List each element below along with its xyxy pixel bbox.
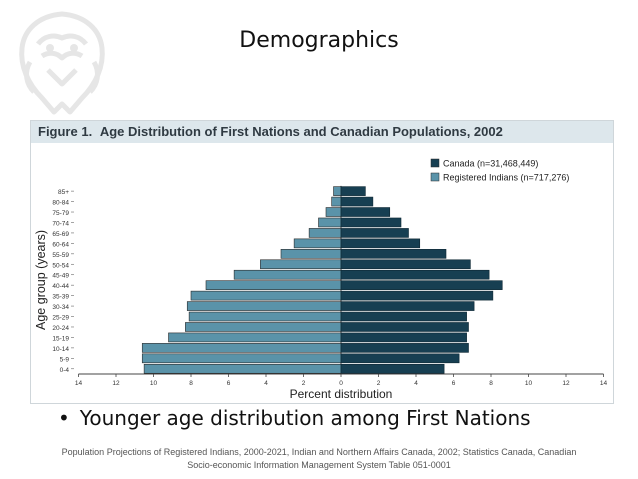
- bar-canada-45-49: [340, 269, 490, 280]
- bar-canada-5-9: [340, 353, 460, 364]
- thunderbird-emblem-icon: [19, 11, 105, 115]
- slide-title: Demographics: [239, 28, 399, 53]
- bar-canada-0-4: [340, 363, 445, 374]
- y-tick-label: 35-39: [52, 294, 69, 301]
- bar-canada-50-54: [340, 259, 471, 270]
- figure-label: Figure 1.: [38, 124, 93, 139]
- y-tick-label: 5-9: [60, 356, 70, 363]
- x-tick-label: 10: [150, 380, 158, 387]
- y-tick-label: 15-19: [52, 335, 69, 342]
- bar-canada-70-74: [340, 217, 402, 228]
- bar-registered-indians-30-34: [186, 301, 342, 311]
- bar-registered-indians-0-4: [143, 363, 342, 374]
- y-tick-label: 10-14: [52, 346, 69, 353]
- y-tick-label: 75-79: [52, 210, 69, 217]
- figure-panel: Figure 1. Age Distribution of First Nati…: [30, 120, 614, 404]
- y-tick-label: 20-24: [52, 325, 69, 332]
- x-axis-label: Percent distribution: [290, 387, 393, 401]
- bar-canada-80-84: [340, 196, 374, 207]
- y-tick-label: 65-69: [52, 231, 69, 238]
- x-tick-label: 14: [600, 380, 608, 387]
- y-tick-label: 55-59: [52, 252, 69, 259]
- y-tick-label: 60-64: [52, 241, 69, 248]
- bar-canada-75-79: [340, 207, 391, 217]
- bar-registered-indians-35-39: [190, 290, 342, 301]
- x-tick-label: 6: [452, 380, 456, 387]
- population-pyramid-chart: 0-4 5-9 10-14 15-19 20-24 25-29 30-34 35-39 40-4…: [34, 158, 608, 402]
- bar-registered-indians-80-84: [331, 196, 342, 207]
- bar-canada-65-69: [340, 228, 409, 238]
- bar-registered-indians-10-14: [141, 343, 342, 353]
- x-tick-label: 6: [227, 380, 231, 387]
- bar-registered-indians-5-9: [141, 353, 342, 364]
- source-line-2: Socio-economic Information Management Sy…: [187, 460, 451, 470]
- x-tick-label: 12: [112, 380, 120, 387]
- bar-registered-indians-40-44: [205, 280, 342, 290]
- y-tick-label: 80-84: [52, 200, 69, 207]
- bar-canada-35-39: [340, 290, 494, 301]
- legend-swatch: [430, 172, 440, 182]
- legend-entry: Canada (n=31,468,449): [443, 159, 538, 169]
- x-tick-label: 0: [339, 380, 343, 387]
- bar-canada-85+: [340, 186, 366, 196]
- bar-canada-10-14: [340, 343, 469, 353]
- y-tick-label: 30-34: [52, 304, 69, 311]
- figure-title: Figure 1. Age Distribution of First Nati…: [38, 124, 503, 139]
- bar-registered-indians-70-74: [318, 217, 342, 228]
- bar-registered-indians-85+: [333, 186, 342, 196]
- y-tick-label: 50-54: [52, 262, 69, 269]
- x-tick-label: 2: [302, 380, 306, 387]
- bar-canada-25-29: [340, 311, 467, 322]
- bar-canada-15-19: [340, 332, 467, 343]
- bar-registered-indians-15-19: [168, 332, 342, 343]
- x-tick-label: 10: [525, 380, 533, 387]
- bar-canada-20-24: [340, 322, 469, 332]
- bullet-text: Younger age distribution among First Nat…: [79, 406, 531, 430]
- bar-canada-60-64: [340, 238, 421, 249]
- bar-registered-indians-75-79: [325, 207, 342, 217]
- x-tick-label: 12: [562, 380, 570, 387]
- x-tick-label: 14: [75, 380, 83, 387]
- y-axis-label: Age group (years): [34, 230, 48, 330]
- legend-entry: Registered Indians (n=717,276): [443, 173, 569, 183]
- bar-registered-indians-25-29: [188, 311, 342, 322]
- bar-registered-indians-60-64: [293, 238, 342, 249]
- y-tick-label: 45-49: [52, 273, 69, 280]
- x-tick-label: 8: [489, 380, 493, 387]
- y-tick-label: 40-44: [52, 283, 69, 290]
- x-tick-label: 2: [377, 380, 381, 387]
- bar-registered-indians-55-59: [280, 249, 342, 259]
- x-tick-label: 4: [414, 380, 418, 387]
- figure-header: Figure 1. Age Distribution of First Nati…: [31, 121, 613, 143]
- bar-registered-indians-45-49: [233, 269, 342, 280]
- y-tick-label: 85+: [58, 189, 69, 196]
- bar-registered-indians-20-24: [185, 322, 342, 332]
- bar-canada-30-34: [340, 301, 475, 311]
- bar-registered-indians-65-69: [308, 228, 342, 238]
- bar-canada-55-59: [340, 249, 447, 259]
- y-tick-label: 25-29: [52, 315, 69, 322]
- x-tick-label: 8: [189, 380, 193, 387]
- y-tick-label: 0-4: [60, 367, 70, 374]
- source-line-1: Population Projections of Registered Ind…: [61, 447, 577, 457]
- bar-registered-indians-50-54: [260, 259, 342, 270]
- figure-title-text: Age Distribution of First Nations and Ca…: [99, 124, 503, 139]
- y-tick-label: 70-74: [52, 220, 69, 227]
- legend-swatch: [430, 158, 440, 168]
- bar-canada-40-44: [340, 280, 503, 290]
- x-tick-label: 4: [264, 380, 268, 387]
- bullet-dot: •: [58, 406, 70, 430]
- bullet-point: • Younger age distribution among First Na…: [58, 406, 531, 430]
- source-citation: Population Projections of Registered Ind…: [0, 446, 638, 472]
